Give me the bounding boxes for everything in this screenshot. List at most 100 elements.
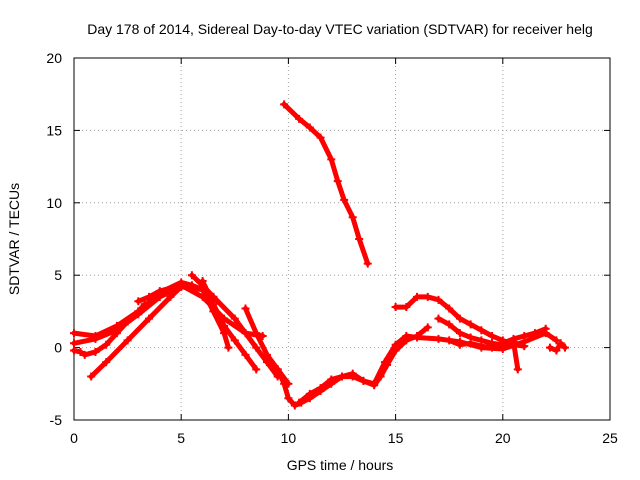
data-point-marker — [402, 332, 411, 341]
data-point-marker — [327, 155, 336, 164]
data-point-marker — [488, 343, 497, 352]
data-point-marker — [477, 342, 486, 351]
data-point-marker — [402, 303, 411, 312]
data-point-marker — [434, 314, 443, 323]
data-point-marker — [70, 329, 78, 338]
series-arc-11 — [280, 100, 372, 268]
data-point-marker — [87, 372, 96, 381]
series-arc-15 — [498, 324, 550, 348]
data-point-marker — [177, 281, 186, 290]
data-series — [70, 100, 569, 410]
series-arc-7 — [198, 276, 261, 374]
x-tick-label: 20 — [495, 430, 511, 446]
data-point-marker — [466, 320, 475, 329]
data-point-marker — [224, 343, 233, 352]
data-point-marker — [123, 336, 132, 345]
data-point-marker — [102, 358, 111, 367]
data-point-marker — [252, 343, 261, 352]
data-point-marker — [80, 350, 89, 359]
data-point-marker — [327, 375, 336, 384]
data-point-marker — [348, 372, 357, 381]
data-point-marker — [134, 297, 143, 306]
data-point-marker — [241, 304, 250, 313]
y-tick-label: 20 — [46, 50, 62, 66]
y-tick-label: 15 — [46, 122, 62, 138]
data-point-marker — [209, 300, 218, 309]
data-point-marker — [295, 398, 304, 407]
data-point-marker — [513, 365, 522, 374]
x-tick-label: 25 — [602, 430, 618, 446]
data-point-marker — [423, 292, 432, 301]
data-point-marker — [220, 321, 229, 330]
series-line — [200, 278, 259, 372]
x-tick-label: 5 — [177, 430, 185, 446]
data-point-marker — [280, 379, 289, 388]
data-point-marker — [445, 320, 454, 329]
data-point-marker — [295, 114, 304, 123]
data-point-marker — [445, 336, 454, 345]
x-tick-label: 0 — [70, 430, 78, 446]
data-point-marker — [520, 342, 529, 351]
series-arc-3 — [70, 300, 149, 359]
data-point-marker — [413, 333, 422, 342]
data-point-marker — [556, 339, 565, 348]
series-line — [547, 340, 568, 353]
data-point-marker — [370, 379, 379, 388]
data-point-marker — [560, 343, 569, 352]
data-point-marker — [91, 347, 100, 356]
data-point-marker — [241, 329, 250, 338]
data-point-marker — [520, 332, 529, 341]
data-point-marker — [455, 340, 464, 349]
data-point-marker — [541, 324, 550, 333]
data-point-marker — [466, 339, 475, 348]
data-point-marker — [391, 303, 400, 312]
data-point-marker — [445, 304, 454, 313]
data-point-marker — [488, 332, 497, 341]
data-point-marker — [252, 329, 261, 338]
y-tick-label: 5 — [54, 267, 62, 283]
data-point-marker — [305, 123, 314, 132]
data-point-marker — [262, 350, 271, 359]
data-point-marker — [338, 372, 346, 381]
data-point-marker — [134, 307, 143, 316]
data-point-marker — [70, 346, 78, 355]
axis-ticks: 0 5 10 15 20 25 -5 0 5 10 15 20 — [46, 50, 618, 446]
data-point-marker — [355, 235, 364, 243]
data-point-marker — [477, 326, 486, 335]
data-point-marker — [112, 329, 121, 338]
data-point-marker — [145, 292, 154, 301]
data-point-marker — [102, 340, 111, 349]
data-point-marker — [316, 384, 325, 393]
data-point-marker — [434, 334, 443, 343]
data-point-marker — [155, 287, 164, 296]
series-arc-8 — [241, 304, 293, 388]
data-point-marker — [305, 389, 314, 398]
series-line — [281, 101, 371, 267]
data-point-marker — [241, 350, 250, 359]
y-tick-label: -5 — [50, 412, 63, 428]
data-point-marker — [123, 317, 132, 326]
data-point-marker — [252, 365, 261, 374]
x-tick-label: 10 — [281, 430, 297, 446]
data-point-marker — [391, 340, 400, 349]
data-point-marker — [413, 292, 422, 301]
data-point-marker — [198, 276, 207, 285]
data-point-marker — [380, 358, 389, 367]
data-point-marker — [552, 336, 561, 345]
series-arc-14 — [445, 336, 507, 352]
data-point-marker — [273, 365, 282, 374]
data-point-marker — [434, 295, 443, 304]
data-point-marker — [187, 281, 196, 290]
x-axis-label: GPS time / hours — [287, 457, 394, 473]
data-point-marker — [455, 314, 464, 323]
data-point-marker — [230, 314, 239, 323]
y-axis-label: SDTVAR / TECUs — [6, 183, 22, 295]
data-point-marker — [145, 314, 154, 323]
y-tick-label: 10 — [46, 195, 62, 211]
x-tick-label: 15 — [388, 430, 404, 446]
data-point-marker — [498, 339, 507, 348]
data-point-marker — [363, 259, 372, 268]
data-point-marker — [140, 300, 149, 309]
data-point-marker — [455, 329, 464, 338]
data-point-marker — [552, 346, 561, 355]
